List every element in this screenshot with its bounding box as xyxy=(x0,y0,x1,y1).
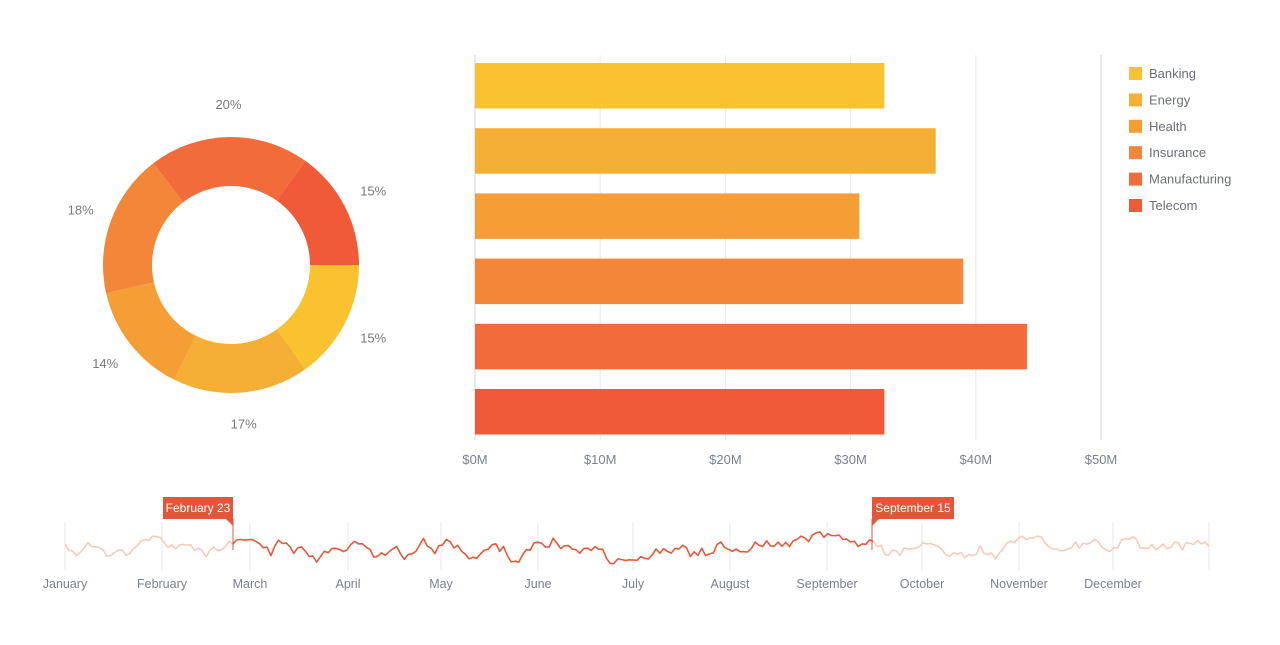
bar-chart: $0M $10M $20M $30M $40M $50M xyxy=(462,55,1117,467)
series-line-unselected-left xyxy=(64,535,234,558)
donut-slice-manufacturing[interactable] xyxy=(153,137,306,203)
donut-slice-telecom[interactable] xyxy=(276,160,359,265)
range-end-flag[interactable] xyxy=(872,497,954,519)
legend-label-health[interactable]: Health xyxy=(1149,119,1187,134)
legend-label-banking[interactable]: Banking xyxy=(1149,66,1196,81)
month-label-july: July xyxy=(622,577,645,591)
month-label-may: May xyxy=(429,577,453,591)
month-label-august: August xyxy=(711,577,750,591)
donut-label-energy: 17% xyxy=(231,416,257,431)
bar-health[interactable] xyxy=(475,193,860,239)
legend-label-energy[interactable]: Energy xyxy=(1149,92,1191,107)
month-label-february: February xyxy=(137,577,188,591)
bar-energy[interactable] xyxy=(475,128,936,174)
month-label-october: October xyxy=(900,577,944,591)
range-start-flag-pointer xyxy=(226,519,233,526)
month-label-september: September xyxy=(796,577,857,591)
bar-manufacturing[interactable] xyxy=(475,323,1028,370)
series-line-selected xyxy=(232,531,874,565)
donut-label-insurance: 18% xyxy=(68,202,94,217)
series-line-unselected-right xyxy=(872,535,1210,560)
x-tick-label: $50M xyxy=(1085,452,1118,467)
legend-label-telecom[interactable]: Telecom xyxy=(1149,198,1197,213)
donut-slice-energy[interactable] xyxy=(174,329,306,393)
donut-label-health: 14% xyxy=(92,356,118,371)
x-tick-label: $10M xyxy=(584,452,617,467)
legend-swatch-insurance xyxy=(1129,146,1142,160)
x-tick-label: $40M xyxy=(960,452,993,467)
donut-label-manufacturing: 20% xyxy=(215,97,241,112)
x-tick-label: $30M xyxy=(834,452,867,467)
donut-label-banking: 15% xyxy=(360,330,386,345)
month-label-june: June xyxy=(524,577,551,591)
donut-slice-insurance[interactable] xyxy=(103,163,184,294)
range-end-flag-label: September 15 xyxy=(875,501,951,515)
range-navigator[interactable]: January February March April May June July Augu… xyxy=(43,497,1210,591)
range-start-flag-label: February 23 xyxy=(166,501,231,515)
legend-swatch-telecom xyxy=(1129,199,1142,212)
month-label-january: January xyxy=(43,577,88,591)
range-end-flag-pointer xyxy=(872,519,879,526)
bar-insurance[interactable] xyxy=(475,258,964,305)
range-start-flag[interactable] xyxy=(163,497,233,519)
bar-chart-legend: Banking Energy Health Insurance Manufacturin… xyxy=(1129,66,1231,213)
month-label-april: April xyxy=(335,577,360,591)
legend-label-insurance[interactable]: Insurance xyxy=(1149,145,1206,160)
month-label-march: March xyxy=(233,577,268,591)
bar-telecom[interactable] xyxy=(475,389,885,435)
x-tick-label: $0M xyxy=(462,452,487,467)
bar-banking[interactable] xyxy=(475,63,885,109)
donut-label-telecom: 15% xyxy=(360,184,386,199)
donut-slice-health[interactable] xyxy=(106,282,196,380)
donut-slice-banking[interactable] xyxy=(276,265,359,370)
legend-swatch-health xyxy=(1129,119,1142,133)
legend-swatch-banking xyxy=(1129,67,1142,80)
month-label-november: November xyxy=(990,577,1048,591)
month-label-december: December xyxy=(1084,577,1142,591)
donut-chart: 15% 17% 14% 18% 20% 15% xyxy=(68,97,387,431)
legend-swatch-energy xyxy=(1129,93,1142,107)
legend-label-manufacturing[interactable]: Manufacturing xyxy=(1149,172,1231,187)
x-tick-label: $20M xyxy=(709,452,742,467)
legend-swatch-manufacturing xyxy=(1129,172,1142,186)
